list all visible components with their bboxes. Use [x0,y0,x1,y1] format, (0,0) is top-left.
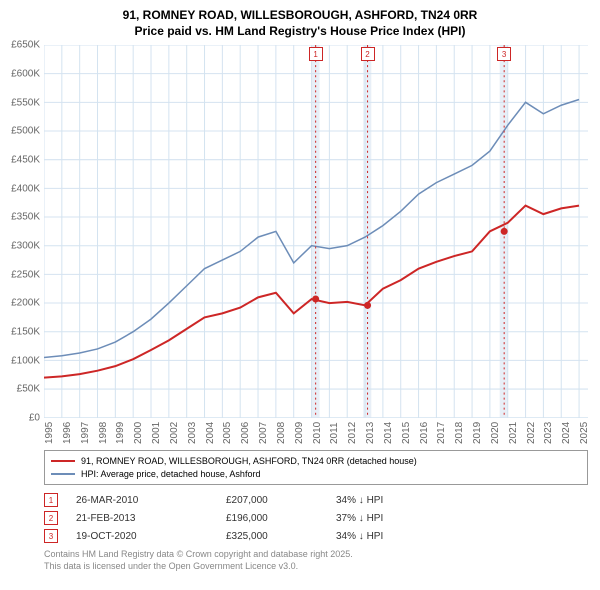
legend-label: 91, ROMNEY ROAD, WILLESBOROUGH, ASHFORD,… [81,455,417,468]
y-tick-label: £550K [11,97,40,108]
footer-line-1: Contains HM Land Registry data © Crown c… [44,549,588,561]
x-tick-label: 2000 [133,422,144,444]
x-tick-label: 1998 [98,422,109,444]
chart-container: 91, ROMNEY ROAD, WILLESBOROUGH, ASHFORD,… [0,0,600,590]
sale-date: 19-OCT-2020 [76,531,226,542]
legend: 91, ROMNEY ROAD, WILLESBOROUGH, ASHFORD,… [44,450,588,485]
x-tick-label: 2015 [401,422,412,444]
x-tick-label: 1997 [80,422,91,444]
x-tick-label: 2013 [365,422,376,444]
y-tick-label: £300K [11,240,40,251]
x-tick-label: 2025 [579,422,590,444]
sale-price: £196,000 [226,513,336,524]
footer-line-2: This data is licensed under the Open Gov… [44,561,588,573]
x-tick-label: 2019 [472,422,483,444]
sale-hpi-delta: 34% ↓ HPI [336,531,383,542]
x-tick-label: 2023 [543,422,554,444]
title-line-2: Price paid vs. HM Land Registry's House … [12,24,588,40]
title-line-1: 91, ROMNEY ROAD, WILLESBOROUGH, ASHFORD,… [12,8,588,24]
y-tick-label: £650K [11,40,40,51]
x-tick-label: 2004 [205,422,216,444]
sale-price: £325,000 [226,531,336,542]
y-tick-label: £0 [29,412,40,423]
x-tick-label: 2008 [276,422,287,444]
x-tick-label: 2014 [383,422,394,444]
chart-svg [44,45,588,418]
y-tick-label: £600K [11,68,40,79]
sale-row-marker: 2 [44,511,58,525]
x-tick-label: 2011 [329,422,340,444]
x-tick-label: 1995 [44,422,55,444]
sale-row: 1 26-MAR-2010£207,00034% ↓ HPI [44,491,588,509]
y-tick-label: £450K [11,154,40,165]
x-tick-label: 2022 [526,422,537,444]
legend-swatch [51,460,75,462]
sale-hpi-delta: 37% ↓ HPI [336,513,383,524]
sale-row: 2 21-FEB-2013£196,00037% ↓ HPI [44,509,588,527]
x-tick-label: 2005 [222,422,233,444]
legend-label: HPI: Average price, detached house, Ashf… [81,468,260,481]
legend-item: HPI: Average price, detached house, Ashf… [51,468,581,481]
legend-swatch [51,473,75,475]
chart-plot-area: £0£50K£100K£150K£200K£250K£300K£350K£400… [44,45,588,418]
sale-date: 21-FEB-2013 [76,513,226,524]
x-tick-label: 2016 [419,422,430,444]
x-tick-label: 1999 [115,422,126,444]
x-tick-label: 2009 [294,422,305,444]
chart-title: 91, ROMNEY ROAD, WILLESBOROUGH, ASHFORD,… [12,8,588,39]
y-tick-label: £150K [11,326,40,337]
y-tick-label: £200K [11,298,40,309]
sale-price: £207,000 [226,495,336,506]
x-tick-label: 2018 [454,422,465,444]
sale-row-marker: 3 [44,529,58,543]
x-tick-label: 2012 [347,422,358,444]
x-tick-label: 2007 [258,422,269,444]
x-tick-label: 2002 [169,422,180,444]
x-tick-label: 1996 [62,422,73,444]
x-tick-label: 2010 [312,422,323,444]
x-tick-label: 2021 [508,422,519,444]
y-tick-label: £100K [11,355,40,366]
y-tick-label: £250K [11,269,40,280]
y-tick-label: £50K [17,384,40,395]
legend-item: 91, ROMNEY ROAD, WILLESBOROUGH, ASHFORD,… [51,455,581,468]
x-tick-label: 2020 [490,422,501,444]
sale-row: 3 19-OCT-2020£325,00034% ↓ HPI [44,527,588,545]
x-tick-label: 2001 [151,422,162,444]
sale-row-marker: 1 [44,493,58,507]
x-tick-label: 2024 [561,422,572,444]
sale-date: 26-MAR-2010 [76,495,226,506]
y-tick-label: £400K [11,183,40,194]
x-tick-label: 2006 [240,422,251,444]
sale-hpi-delta: 34% ↓ HPI [336,495,383,506]
footer: Contains HM Land Registry data © Crown c… [44,549,588,572]
sales-table: 126-MAR-2010£207,00034% ↓ HPI221-FEB-201… [44,491,588,545]
x-tick-label: 2003 [187,422,198,444]
y-tick-label: £350K [11,212,40,223]
x-tick-label: 2017 [436,422,447,444]
x-axis-labels: 1995 1996 1997 1998 1999 2000 2001 2002 2003 2004… [44,420,588,446]
y-tick-label: £500K [11,126,40,137]
